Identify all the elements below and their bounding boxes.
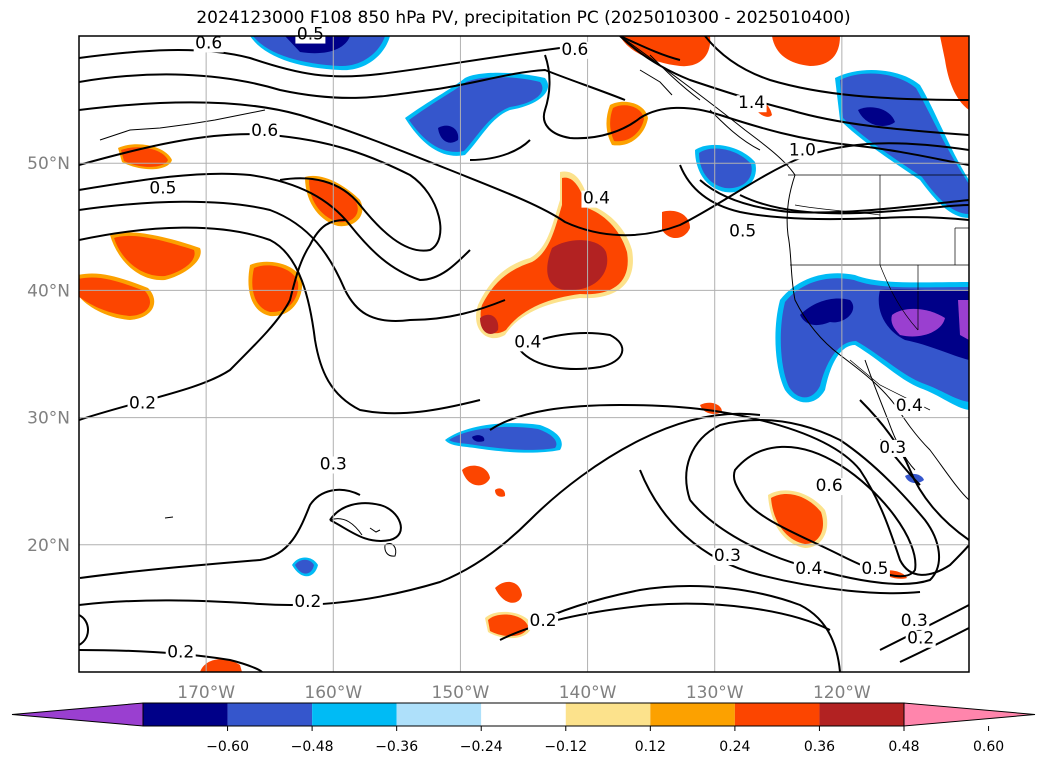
contour-label: 0.3 (901, 611, 928, 631)
contour-label: 0.3 (714, 546, 741, 566)
contour-label-bg (512, 334, 543, 352)
longitude-tick-label: 150°W (432, 683, 490, 703)
contour-label: 0.2 (129, 393, 156, 413)
contour-label-bg (877, 439, 908, 457)
coastlines (99, 36, 969, 557)
colorbar-extend-high (903, 702, 1036, 727)
latitude-tick-label: 40°N (27, 281, 70, 301)
latitude-tick-label: 30°N (27, 409, 70, 429)
contour-label: 0.4 (795, 559, 822, 579)
contour-label-bg (581, 190, 612, 208)
colorbar-segment (143, 703, 228, 726)
contour-label: 0.2 (167, 643, 194, 663)
contour-label: 0.4 (514, 332, 541, 352)
colorbar-segment (819, 703, 904, 726)
longitude-tick-label: 160°W (304, 683, 362, 703)
contour-label-bg (905, 630, 936, 648)
contour-label-bg (736, 95, 767, 113)
contour-label-bg (127, 395, 158, 413)
contour-label: 1.0 (789, 140, 816, 160)
latitude-axis: 50°N 40°N 30°N 20°N (27, 154, 70, 556)
contour-label-bg (793, 560, 824, 578)
contour-label: 0.4 (896, 396, 923, 416)
contour-label: 0.5 (861, 559, 888, 579)
colorbar-segment (396, 703, 482, 726)
contour-label-bg (528, 612, 559, 630)
precipitation-shading (79, 36, 969, 672)
longitude-axis: 170°W 160°W 150°W 140°W 130°W 120°W (177, 683, 871, 703)
longitude-tick-label: 120°W (813, 683, 871, 703)
contour-label-bg (249, 123, 280, 141)
colorbar-frame (142, 702, 905, 727)
contour-label-bg (165, 644, 196, 662)
contour-label: 0.6 (561, 40, 588, 60)
colorbar-segment (312, 703, 397, 726)
contour-label-bg (292, 593, 323, 611)
contour-label-bg (193, 35, 224, 53)
colorbar-tick-label: −0.48 (291, 739, 334, 755)
contour-label-bg (814, 478, 845, 496)
colorbar-tick-label: 0.12 (635, 739, 666, 755)
contour-label: 0.3 (879, 438, 906, 458)
contour-label-bg (295, 26, 326, 44)
contour-label: 0.2 (530, 611, 557, 631)
contour-label-bg (318, 456, 349, 474)
colorbar: −0.60 −0.48 −0.36 −0.24 −0.12 0.12 0.24 0.36 0.4… (11, 702, 1036, 755)
colorbar-tick-label: −0.24 (460, 739, 503, 755)
colorbar-segment (481, 703, 566, 726)
contour-label: 0.5 (297, 25, 324, 45)
contour-label: 0.5 (149, 178, 176, 198)
colorbar-tick-label: 0.60 (973, 739, 1004, 755)
colorbar-tick-label: 0.24 (719, 739, 750, 755)
contour-label-bg (559, 41, 590, 59)
map-title: 2024123000 F108 850 hPa PV, precipitatio… (196, 8, 851, 28)
colorbar-extend-low (11, 702, 144, 727)
colorbar-tick-label: −0.60 (206, 739, 249, 755)
contour-label: 0.2 (907, 629, 934, 649)
contour-labels: 0.6 0.50.60.60.50.41.41.00.50.40.20.30.20… (127, 25, 936, 663)
contour-label-bg (147, 180, 178, 198)
colorbar-segment (227, 703, 313, 726)
longitude-tick-label: 170°W (177, 683, 235, 703)
contour-label: 0.6 (251, 121, 278, 141)
colorbar-tick-label: 0.36 (804, 739, 835, 755)
longitude-tick-label: 130°W (686, 683, 744, 703)
colorbar-tick-label: 0.48 (888, 739, 919, 755)
contour-label: 0.4 (583, 189, 610, 209)
latitude-tick-label: 50°N (27, 154, 70, 174)
latitude-tick-label: 20°N (27, 536, 70, 556)
graticule (79, 36, 969, 672)
contour-label-bg (712, 548, 743, 566)
map-frame (78, 35, 970, 673)
contour-label: 0.6 (195, 33, 222, 53)
contour-label-bg (727, 223, 758, 241)
colorbar-tick-label: −0.36 (375, 739, 418, 755)
colorbar-segment (565, 703, 651, 726)
longitude-tick-label: 140°W (559, 683, 617, 703)
colorbar-tick-label: −0.12 (544, 739, 587, 755)
colorbar-segment (734, 703, 820, 726)
contour-label: 0.6 (816, 476, 843, 496)
precip-positive-shading (79, 36, 969, 672)
contour-label: 0.5 (729, 222, 756, 242)
contour-label: 0.3 (320, 454, 347, 474)
contour-label-bg (859, 560, 890, 578)
colorbar-segment (650, 703, 735, 726)
contour-label-bg (894, 397, 925, 415)
contour-label-bg (787, 142, 818, 160)
contour-label: 1.4 (738, 93, 765, 113)
contour-label: 0.2 (294, 592, 321, 612)
contour-label-bg (899, 612, 930, 630)
